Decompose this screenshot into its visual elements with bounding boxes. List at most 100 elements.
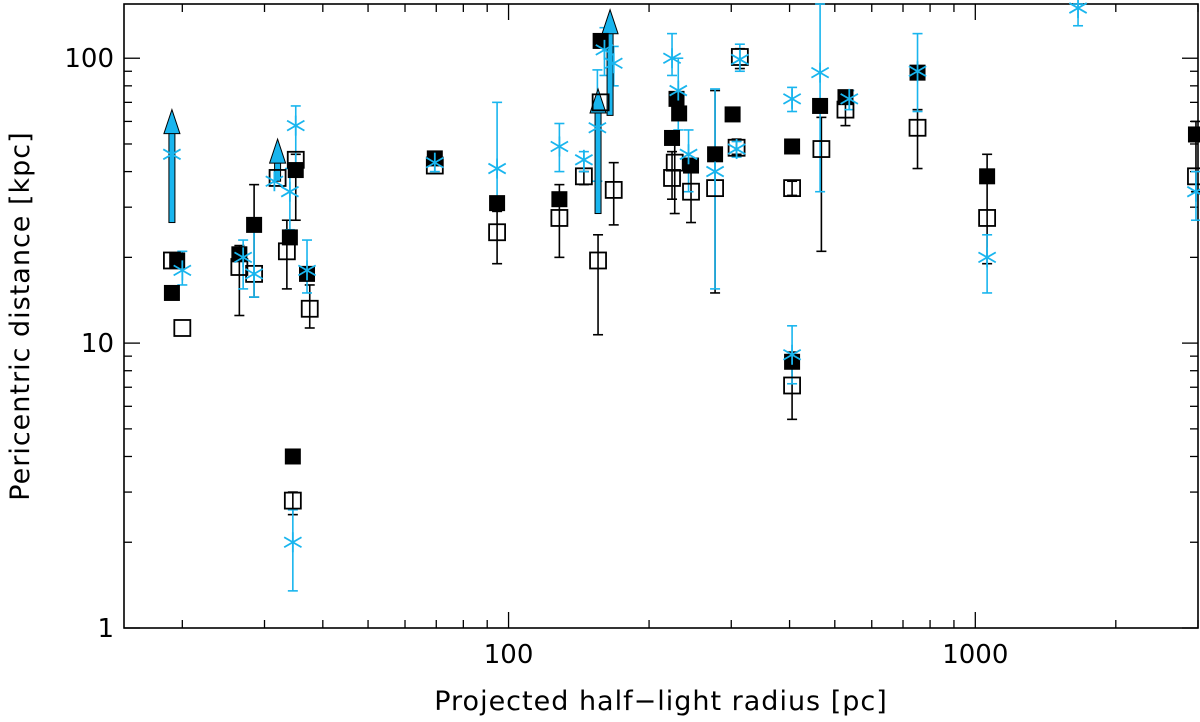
filled-square-point: [551, 191, 568, 208]
x-tick-label: 1000: [942, 640, 1008, 670]
asterisk-stroke: [669, 84, 688, 97]
filled-square-point: [246, 216, 263, 233]
y-tick-label: 100: [64, 44, 114, 74]
asterisk-stroke: [810, 66, 830, 79]
open-square-error-bar: [787, 180, 798, 197]
open-square-error-bar: [667, 150, 678, 201]
filled-square-point: [281, 229, 298, 246]
arrow-head: [163, 108, 181, 135]
plot-area: [162, 0, 1200, 592]
asterisk-point: [782, 344, 802, 365]
asterisk-point: [782, 88, 802, 109]
asterisk-point: [727, 139, 746, 160]
asterisk-stroke: [283, 536, 302, 549]
x-tick-labels: 100 1000: [484, 640, 1009, 670]
asterisk-point: [286, 115, 305, 136]
asterisk-point: [283, 532, 302, 553]
open-square-point: [591, 93, 610, 112]
lower-limit-arrow: [268, 137, 287, 182]
asterisk-point: [244, 263, 264, 284]
open-square-point: [604, 180, 623, 199]
asterisk-stroke: [234, 251, 253, 264]
asterisk-stroke: [286, 119, 305, 132]
asterisk-point: [1068, 0, 1088, 19]
filled-square-point: [1187, 126, 1200, 143]
open-square-point: [978, 209, 997, 227]
asterisk-point: [705, 161, 725, 182]
asterisk-point: [173, 260, 192, 281]
y-tick-label: 10: [81, 329, 114, 359]
asterisk-point: [588, 117, 607, 138]
open-square-error-bar: [686, 170, 697, 224]
filled-square-point: [812, 97, 829, 114]
asterisk-point: [662, 48, 682, 69]
open-square-error-bar: [593, 233, 604, 336]
asterisk-point: [810, 62, 830, 83]
asterisk-error-bar: [492, 101, 503, 201]
asterisk-point: [1186, 181, 1200, 202]
open-square-error-bar: [669, 138, 680, 215]
asterisk-stroke: [727, 143, 746, 155]
asterisk-stroke: [425, 156, 444, 169]
asterisk-stroke: [662, 52, 682, 65]
asterisk-point: [840, 88, 859, 109]
asterisk-stroke: [908, 65, 927, 78]
asterisk-error-bar: [710, 88, 721, 290]
open-square-error-bar: [608, 161, 619, 226]
filled-square-point: [163, 284, 180, 301]
asterisk-point: [908, 61, 927, 82]
open-square-point: [812, 140, 831, 158]
arrow-head: [601, 8, 619, 35]
asterisk-error-bar: [249, 228, 260, 298]
filled-square-point: [284, 448, 301, 465]
filled-square-point: [489, 195, 506, 212]
open-square-error-bar: [578, 170, 589, 186]
plot-frame: [123, 3, 1199, 629]
open-square-point: [173, 319, 192, 337]
open-square-point: [783, 179, 801, 198]
axis-ticks: [124, 4, 1199, 629]
filled-square-point: [979, 168, 996, 185]
asterisk-stroke: [550, 140, 569, 153]
asterisk-point: [280, 181, 299, 202]
asterisk-stroke: [1068, 2, 1088, 14]
asterisk-stroke: [840, 93, 859, 105]
asterisk-point: [425, 152, 444, 173]
asterisk-stroke: [280, 185, 299, 198]
filled-square-point: [169, 252, 186, 269]
asterisk-stroke: [595, 44, 614, 56]
asterisk-point: [234, 247, 253, 268]
open-square-point: [550, 209, 569, 227]
asterisk-error-bar: [815, 3, 826, 193]
asterisk-point: [487, 158, 507, 179]
open-square-point: [908, 118, 927, 137]
asterisk-stroke: [978, 251, 997, 264]
asterisk-point: [604, 53, 623, 74]
asterisk-point: [595, 39, 614, 60]
asterisk-stroke: [782, 349, 802, 361]
x-axis-title: Projected half−light radius [pc]: [434, 686, 888, 717]
open-square-point: [665, 153, 684, 172]
open-square-point: [283, 491, 302, 510]
asterisk-point: [679, 144, 698, 165]
filled-square-point: [592, 32, 609, 49]
open-square-point: [589, 251, 607, 270]
asterisk-point: [162, 144, 182, 165]
asterisk-point: [669, 80, 688, 101]
asterisk-point: [297, 260, 317, 281]
filled-square-point: [287, 162, 304, 179]
asterisk-stroke: [487, 162, 507, 175]
asterisk-stroke: [173, 264, 192, 277]
filled-square-point: [683, 157, 700, 174]
x-tick-label: 100: [484, 640, 534, 670]
open-square-error-bar: [492, 210, 503, 265]
filled-square-point: [724, 106, 741, 123]
asterisk-stroke: [679, 148, 698, 161]
open-square-error-bar: [912, 108, 923, 170]
lower-limit-arrow: [601, 8, 619, 116]
asterisk-stroke: [265, 175, 284, 188]
arrow-head: [268, 137, 287, 164]
asterisk-stroke: [705, 165, 725, 178]
lower-limit-arrow: [163, 108, 181, 224]
filled-square-point: [664, 129, 681, 146]
